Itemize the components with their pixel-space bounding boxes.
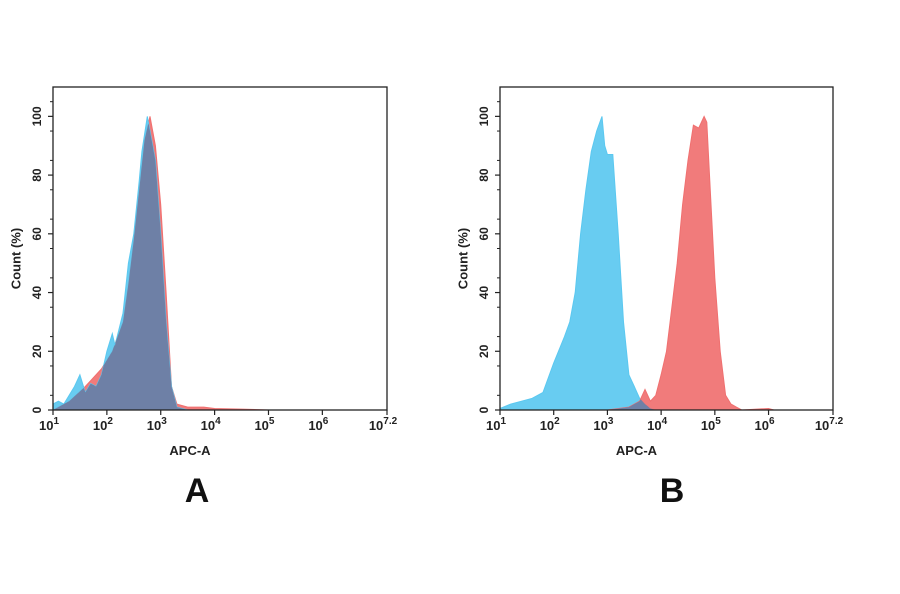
x-tick-label: 101 (486, 416, 506, 433)
y-axis-label: Count (%) (8, 228, 23, 289)
x-tick-label: 106 (308, 416, 328, 433)
histogram-overlap (53, 123, 387, 411)
histogram-series-2 (607, 115, 775, 411)
x-tick-label: 104 (201, 416, 221, 433)
y-tick-label: 0 (30, 406, 44, 413)
y-tick-label: 60 (477, 227, 491, 241)
plot-frame (52, 86, 388, 411)
y-tick-label: 60 (30, 227, 44, 241)
x-tick-label: 102 (93, 416, 113, 433)
panel-a: 0 20 40 60 80 100 101 102 103 104 105 106 107.2 APC-A… (8, 86, 398, 458)
y-tick-label: 20 (30, 344, 44, 358)
x-tick-label: 105 (254, 416, 274, 433)
histogram-series-1 (499, 116, 656, 411)
y-axis-label: Count (%) (455, 228, 470, 289)
x-tick-label: 106 (755, 416, 775, 433)
x-tick-label: 107.2 (369, 416, 398, 433)
y-tick-label: 20 (477, 344, 491, 358)
x-tick-label: 103 (147, 416, 167, 433)
x-tick-label: 103 (593, 416, 613, 433)
x-tick-label: 107.2 (815, 416, 844, 433)
y-tick-label: 80 (30, 168, 44, 182)
y-tick-label: 40 (477, 286, 491, 300)
x-tick-label: 104 (647, 416, 667, 433)
y-tick-label: 0 (477, 406, 491, 413)
x-tick-label: 102 (540, 416, 560, 433)
x-tick-label: 105 (701, 416, 721, 433)
panel-b: 0 20 40 60 80 100 101 102 103 104 105 106 107.2 APC-A… (455, 86, 844, 458)
y-tick-label: 80 (477, 168, 491, 182)
y-tick-label: 100 (477, 106, 491, 126)
x-axis-label: APC-A (616, 443, 658, 458)
panel-label-a: A (184, 472, 210, 510)
y-tick-label: 40 (30, 286, 44, 300)
y-tick-label: 100 (30, 106, 44, 126)
panel-label-b: B (659, 472, 685, 510)
x-tick-label: 101 (39, 416, 59, 433)
x-axis-label: APC-A (169, 443, 211, 458)
